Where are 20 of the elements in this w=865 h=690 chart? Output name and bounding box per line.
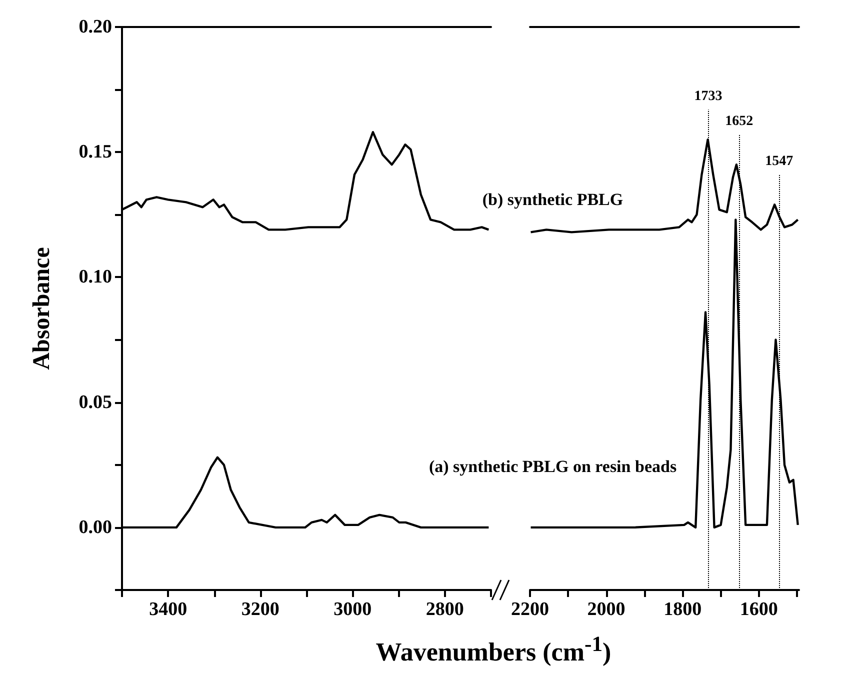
x-tick-label: 2200 [511,599,549,620]
y-tick-label: 0.20 [78,16,112,38]
x-tick-label: 1600 [740,599,778,620]
x-tick-label: 1800 [664,599,702,620]
x-tick-label: 3400 [149,599,188,620]
y-axis-title: Absorbance [29,246,55,370]
y-tick-label: 0.10 [78,266,112,288]
x-axis-title: Wavenumbers (cm$^{-1}$) [374,632,612,668]
ref-line-label: 1652 [725,114,754,130]
x-tick-label: 2800 [426,599,464,620]
y-tick-label: 0.00 [78,516,112,538]
series-label: (a) synthetic PBLG on resin beads [428,457,677,478]
ref-line-label: 1733 [694,89,722,104]
series-label: (b) synthetic PBLG [482,190,624,210]
x-tick-label: 3000 [334,599,372,620]
y-tick-label: 0.05 [78,392,112,413]
ref-line-label: 1547 [765,154,794,170]
x-tick-label: 3200 [241,599,280,620]
y-tick-label: 0.15 [78,142,112,163]
x-tick-label: 2000 [587,599,626,620]
